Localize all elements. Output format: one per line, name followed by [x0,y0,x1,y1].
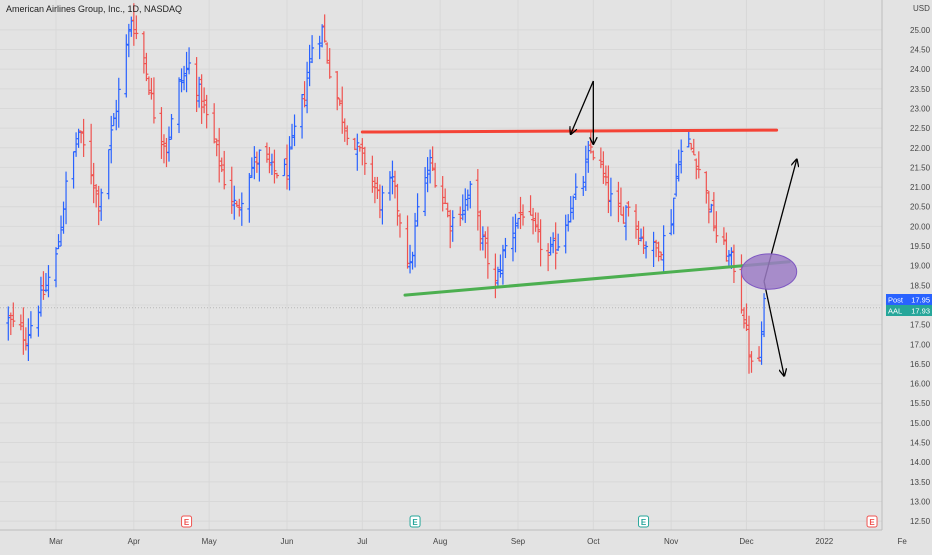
y-tick-label: 18.50 [910,281,931,290]
earnings-marker-box [866,515,878,528]
price-label-value: 17.93 [911,307,930,316]
price-label-name: Post [888,296,904,305]
earnings-marker-label: E [184,518,190,527]
y-tick-label: 24.50 [910,46,931,55]
x-tick-label: Oct [587,537,600,546]
x-tick-label: Dec [739,537,753,546]
price-axis-bg [882,0,932,550]
earnings-marker-box [181,515,193,528]
y-tick-label: 16.00 [910,380,931,389]
y-tick-label: 14.00 [910,458,931,467]
time-axis[interactable]: Mar Apr May Jun Jul Aug Sep Oct Nov Dec 2022 Fe [0,529,907,546]
x-tick-label: 2022 [815,537,833,546]
y-tick-label: 17.50 [910,321,931,330]
x-tick-label: May [202,537,217,546]
price-label-bg [886,305,932,316]
y-tick-label: 23.50 [910,85,931,94]
breakout-ellipse [740,253,798,290]
x-tick-label: Jun [281,537,294,546]
x-tick-label: Jul [357,537,367,546]
arrow-down-right [763,281,784,375]
y-tick-label: 14.50 [910,439,931,448]
x-tick-label: Sep [511,537,526,546]
x-tick-label: Apr [128,537,141,546]
earnings-marker: E [181,515,193,528]
x-tick-label: Fe [897,537,907,546]
x-tick-label: Aug [433,537,447,546]
y-tick-label: 23.00 [910,104,931,113]
y-tick-label: 17.00 [910,340,931,349]
price-axis[interactable]: 25.00 24.50 24.00 23.50 23.00 22.50 22.00 21.50… [881,0,932,550]
y-tick-label: 13.00 [910,497,931,506]
earnings-marker: E [638,515,650,528]
resistance-line [360,128,779,134]
y-tick-label: 15.50 [910,399,931,408]
currency-label: USD [913,4,930,13]
price-label-bg [886,294,932,305]
earnings-marker-label: E [869,518,875,527]
y-tick-label: 13.50 [910,478,931,487]
y-tick-label: 15.00 [910,419,931,428]
arrow-down-1 [571,80,594,134]
y-tick-label: 21.00 [910,183,931,192]
earnings-marker: E [866,515,878,528]
earnings-marker-box [409,515,421,528]
x-tick-label: Nov [664,537,678,546]
chart-title: American Airlines Group, Inc., 1D, NASDA… [6,4,183,14]
y-tick-label: 25.00 [910,26,931,35]
drawings[interactable] [360,80,798,376]
x-tick-label: Mar [49,537,63,546]
y-tick-label: 12.50 [910,517,931,526]
ohlc-bars [6,3,767,374]
y-tick-label: 20.00 [910,222,931,231]
earnings-marker: E [409,515,421,528]
y-tick-label: 22.00 [910,144,931,153]
earnings-marker-label: E [412,518,418,527]
support-line [403,260,791,297]
y-tick-label: 16.50 [910,360,931,369]
y-tick-label: 19.00 [910,262,931,271]
price-label-value: 17.95 [911,296,930,305]
price-label-name: AAL [888,307,902,316]
price-labels: Post 17.95 AAL 17.93 [886,294,932,316]
y-tick-label: 19.50 [910,242,931,251]
y-tick-label: 22.50 [910,124,931,133]
earnings-marker-label: E [641,518,647,527]
y-tick-label: 21.50 [910,163,931,172]
earnings-marker-box [638,515,650,528]
y-tick-label: 20.50 [910,203,931,212]
y-tick-label: 24.00 [910,65,931,74]
